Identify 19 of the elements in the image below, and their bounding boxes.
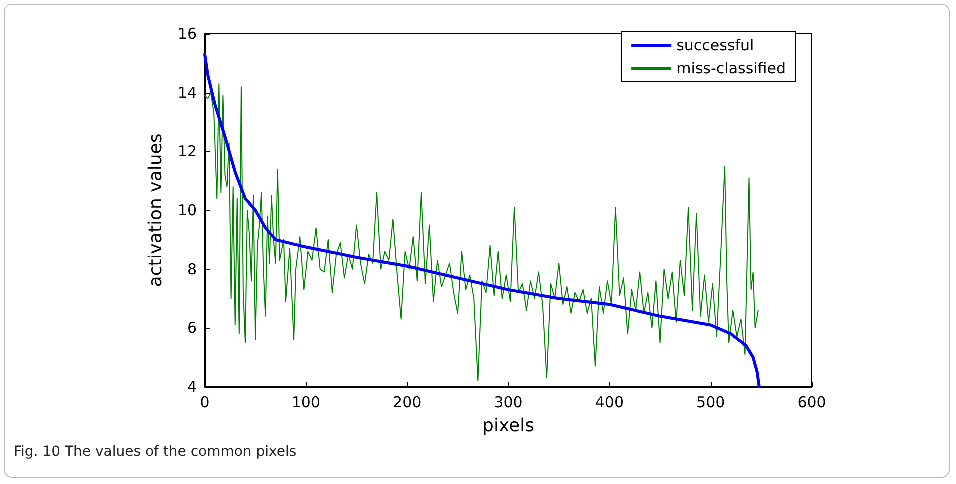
y-tick-label: 10 xyxy=(178,202,197,220)
y-tick-label: 12 xyxy=(178,142,197,161)
caption: Fig. 10 The values of the common pixels xyxy=(14,444,297,460)
y-tick-label: 14 xyxy=(178,84,197,102)
legend-label: successful xyxy=(676,36,754,54)
x-tick-label: 0 xyxy=(200,394,210,412)
x-tick-label: 100 xyxy=(292,394,320,412)
y-tick-label: 4 xyxy=(187,378,197,396)
x-tick-label: 300 xyxy=(494,394,523,412)
x-tick-label: 600 xyxy=(798,394,826,412)
x-tick-label: 500 xyxy=(696,394,726,412)
y-tick-label: 8 xyxy=(187,260,197,278)
x-tick-label: 200 xyxy=(393,394,422,412)
x-tick-label: 400 xyxy=(595,394,624,412)
x-axis-title: pixels xyxy=(482,416,534,436)
y-tick-label: 6 xyxy=(187,319,197,338)
y-axis-title: activation values xyxy=(146,134,166,288)
legend-label: miss-classified xyxy=(676,60,786,78)
y-tick-label: 16 xyxy=(178,25,197,43)
